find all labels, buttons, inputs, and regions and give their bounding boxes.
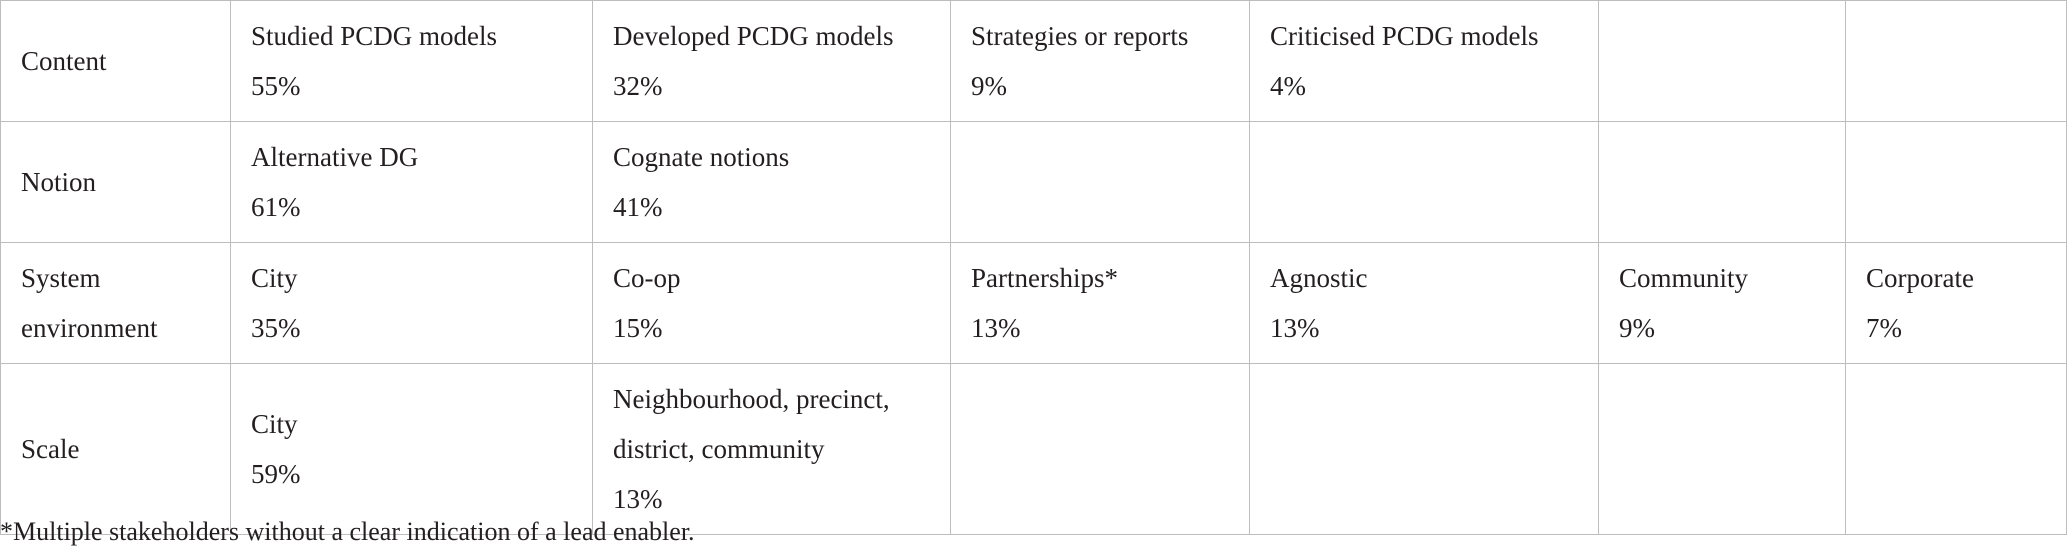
cell-name: Cognate notions bbox=[613, 142, 790, 172]
cell-value: 13% bbox=[613, 484, 663, 514]
cell-name: Corporate bbox=[1866, 263, 1974, 293]
table-cell: Partnerships* 13% bbox=[950, 242, 1250, 364]
table-cell-empty bbox=[1598, 0, 1846, 122]
cell-value: 15% bbox=[613, 313, 663, 343]
table-cell: Strategies or reports 9% bbox=[950, 0, 1250, 122]
table-row-notion: Notion Alternative DG 61% Cognate notion… bbox=[0, 121, 2067, 243]
table-cell-empty bbox=[1249, 121, 1599, 243]
row-label: System environment bbox=[0, 242, 231, 364]
cell-value: 4% bbox=[1270, 71, 1306, 101]
table-cell: Studied PCDG models 55% bbox=[230, 0, 593, 122]
table-cell: Developed PCDG models 32% bbox=[592, 0, 951, 122]
cell-name: City bbox=[251, 409, 298, 439]
table-row-system-environment: System environment City 35% Co-op 15% Pa… bbox=[0, 242, 2067, 364]
table-cell-empty bbox=[1845, 121, 2067, 243]
table-row-content: Content Studied PCDG models 55% Develope… bbox=[0, 0, 2067, 122]
cell-name: Alternative DG bbox=[251, 142, 419, 172]
cell-value: 59% bbox=[251, 459, 301, 489]
cell-name: Co-op bbox=[613, 263, 681, 293]
table-cell-empty bbox=[1598, 363, 1846, 535]
cell-value: 55% bbox=[251, 71, 301, 101]
cell-name: Developed PCDG models bbox=[613, 21, 894, 51]
cell-value: 7% bbox=[1866, 313, 1902, 343]
cell-name: City bbox=[251, 263, 298, 293]
cell-name: Partnerships* bbox=[971, 263, 1118, 293]
table-cell-empty bbox=[950, 363, 1250, 535]
cell-value: 61% bbox=[251, 192, 301, 222]
table-cell: Community 9% bbox=[1598, 242, 1846, 364]
table-cell-empty bbox=[1845, 0, 2067, 122]
cell-value: 35% bbox=[251, 313, 301, 343]
table-cell: Corporate 7% bbox=[1845, 242, 2067, 364]
cell-value: 41% bbox=[613, 192, 663, 222]
summary-table: Content Studied PCDG models 55% Develope… bbox=[0, 0, 2067, 535]
cell-value: 13% bbox=[1270, 313, 1320, 343]
table-cell-empty bbox=[950, 121, 1250, 243]
cell-name: Studied PCDG models bbox=[251, 21, 498, 51]
table-cell-empty bbox=[1249, 363, 1599, 535]
row-label: Notion bbox=[0, 121, 231, 243]
cell-value: 9% bbox=[971, 71, 1007, 101]
cell-name: Agnostic bbox=[1270, 263, 1368, 293]
cell-value: 32% bbox=[613, 71, 663, 101]
table-cell-empty bbox=[1598, 121, 1846, 243]
cell-name: Neighbourhood, precinct, district, commu… bbox=[613, 384, 890, 464]
table-cell: Neighbourhood, precinct, district, commu… bbox=[592, 363, 951, 535]
row-label: Content bbox=[0, 0, 231, 122]
table-cell-empty bbox=[1845, 363, 2067, 535]
cell-name: Strategies or reports bbox=[971, 21, 1189, 51]
table-cell: Co-op 15% bbox=[592, 242, 951, 364]
table-row-scale: Scale City 59% Neighbourhood, precinct, … bbox=[0, 363, 2067, 535]
table-cell: Criticised PCDG models 4% bbox=[1249, 0, 1599, 122]
cell-name: Community bbox=[1619, 263, 1749, 293]
summary-table-wrapper: Content Studied PCDG models 55% Develope… bbox=[0, 0, 2067, 535]
table-cell: Cognate notions 41% bbox=[592, 121, 951, 243]
table-footnote: *Multiple stakeholders without a clear i… bbox=[0, 517, 695, 546]
cell-value: 9% bbox=[1619, 313, 1655, 343]
table-cell: Agnostic 13% bbox=[1249, 242, 1599, 364]
cell-name: Criticised PCDG models bbox=[1270, 21, 1539, 51]
table-cell: Alternative DG 61% bbox=[230, 121, 593, 243]
table-cell: City 59% bbox=[230, 363, 593, 535]
row-label: Scale bbox=[0, 363, 231, 535]
table-cell: City 35% bbox=[230, 242, 593, 364]
cell-value: 13% bbox=[971, 313, 1021, 343]
